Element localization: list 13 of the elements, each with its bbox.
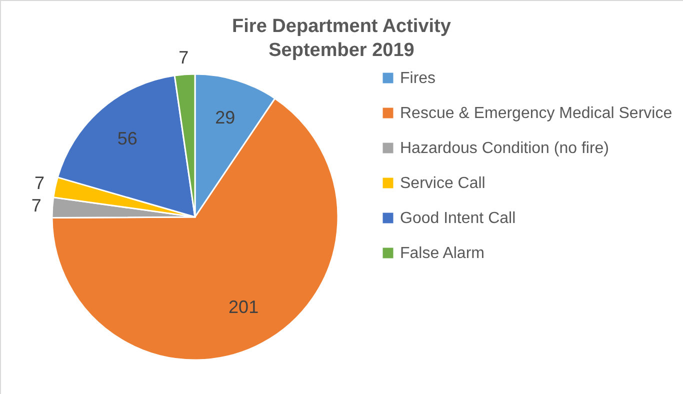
legend-label: False Alarm [400,245,484,262]
data-label: 7 [34,172,44,193]
legend-label: Good Intent Call [400,210,516,227]
data-label: 7 [31,195,42,216]
chart-title: Fire Department Activity September 2019 [232,16,452,61]
legend-label: Hazardous Condition (no fire) [400,140,609,157]
legend-label: Rescue & Emergency Medical Service [400,105,672,122]
data-label: 7 [178,47,189,68]
legend-label: Fires [400,70,436,87]
legend-label: Service Call [400,175,486,192]
data-label: 56 [117,128,138,148]
data-label: 201 [228,296,259,317]
data-label: 29 [215,108,236,128]
